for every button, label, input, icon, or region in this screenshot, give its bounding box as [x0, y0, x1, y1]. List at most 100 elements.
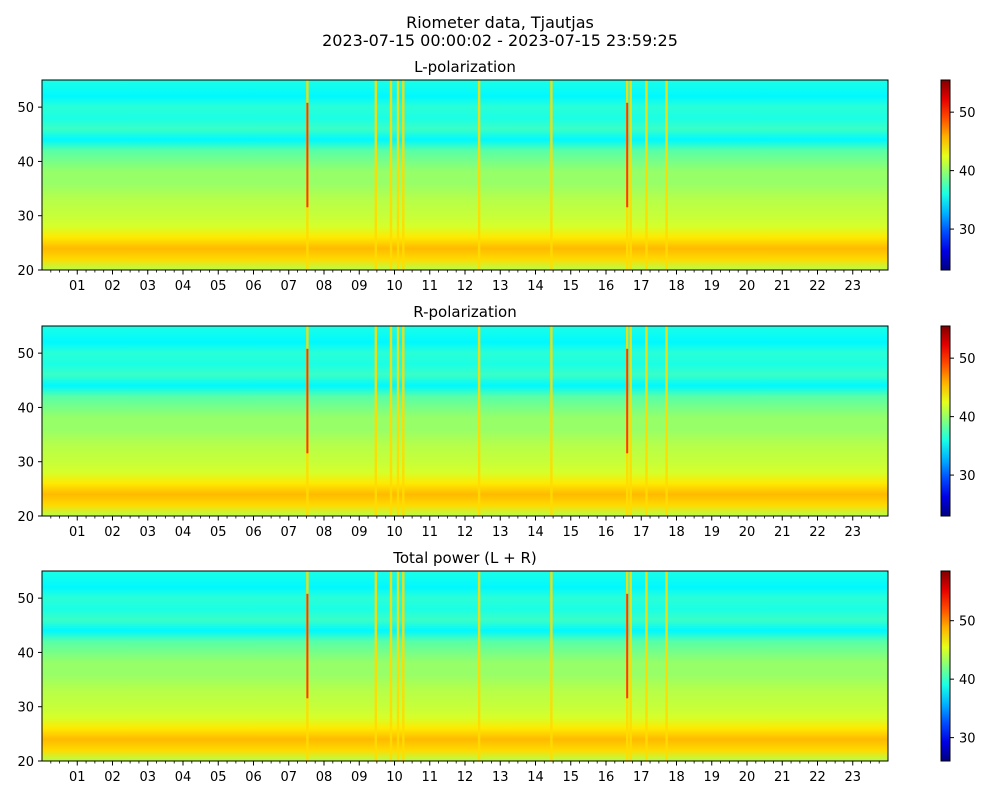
- y-tick-label: 50: [17, 101, 34, 116]
- x-tick-label: 18: [668, 770, 685, 785]
- y-tick-label: 40: [17, 401, 34, 416]
- x-tick-label: 03: [139, 525, 156, 540]
- colorbar: [940, 79, 951, 271]
- x-tick-label: 05: [210, 279, 227, 294]
- x-tick-label: 02: [104, 279, 121, 294]
- colorbar-tick-label: 40: [959, 165, 976, 180]
- x-tick-label: 07: [280, 770, 297, 785]
- x-tick-label: 06: [245, 279, 262, 294]
- x-tick-label: 23: [844, 525, 861, 540]
- y-tick-label: 30: [17, 210, 34, 225]
- x-tick-label: 21: [774, 279, 791, 294]
- x-tick-label: 10: [386, 525, 403, 540]
- interference-spike: [389, 80, 393, 270]
- x-tick-label: 22: [809, 525, 826, 540]
- x-tick-label: 08: [316, 279, 333, 294]
- colorbar-tick-label: 30: [959, 223, 976, 238]
- x-tick-label: 08: [316, 525, 333, 540]
- y-tick-label: 20: [17, 510, 34, 525]
- x-tick-label: 15: [562, 525, 579, 540]
- x-tick-label: 09: [351, 279, 368, 294]
- interference-spike: [629, 80, 632, 270]
- figure-title-line2: 2023-07-15 00:00:02 - 2023-07-15 23:59:2…: [322, 31, 678, 50]
- colorbar-tick-label: 50: [959, 615, 976, 630]
- y-tick-label: 40: [17, 646, 34, 661]
- interference-spike: [402, 571, 405, 761]
- y-tick-label: 20: [17, 755, 34, 770]
- x-tick-label: 16: [598, 770, 615, 785]
- interference-spike: [477, 571, 481, 761]
- x-tick-label: 17: [633, 525, 650, 540]
- interference-spike: [550, 571, 553, 761]
- y-tick-label: 50: [17, 347, 34, 362]
- colorbar-tick-label: 40: [959, 673, 976, 688]
- interference-spike: [645, 80, 648, 270]
- panel-title: R-polarization: [413, 303, 516, 321]
- x-tick-label: 19: [703, 279, 720, 294]
- x-tick-label: 19: [703, 770, 720, 785]
- x-tick-label: 21: [774, 525, 791, 540]
- x-tick-label: 11: [421, 770, 438, 785]
- interference-spike: [645, 326, 648, 516]
- interference-spike-core: [626, 348, 629, 454]
- x-tick-label: 19: [703, 525, 720, 540]
- x-tick-label: 06: [245, 525, 262, 540]
- panel-total-power: Total power (L + R) 20 30 40 50 01 02 03 04 05 06…: [17, 549, 975, 785]
- heatmap-area: [42, 80, 888, 270]
- x-tick-label: 20: [739, 525, 756, 540]
- x-tick-label: 10: [386, 279, 403, 294]
- interference-spike-core: [306, 348, 309, 454]
- x-tick-label: 02: [104, 770, 121, 785]
- interference-spike: [550, 80, 553, 270]
- y-tick-label: 50: [17, 592, 34, 607]
- x-tick-label: 09: [351, 525, 368, 540]
- interference-spike: [629, 326, 632, 516]
- x-tick-label: 22: [809, 770, 826, 785]
- x-tick-label: 07: [280, 279, 297, 294]
- x-tick-label: 12: [457, 525, 474, 540]
- panel-title: L-polarization: [414, 58, 516, 76]
- interference-spike: [374, 326, 377, 516]
- x-tick-label: 13: [492, 525, 509, 540]
- heatmap-area: [42, 571, 888, 761]
- colorbar-tick-label: 30: [959, 732, 976, 747]
- interference-spike: [402, 326, 405, 516]
- x-tick-label: 12: [457, 770, 474, 785]
- x-tick-label: 01: [69, 770, 86, 785]
- heatmap-area: [42, 326, 888, 516]
- x-tick-label: 20: [739, 279, 756, 294]
- x-tick-label: 09: [351, 770, 368, 785]
- interference-spike: [665, 571, 668, 761]
- interference-spike: [402, 80, 405, 270]
- x-tick-label: 11: [421, 279, 438, 294]
- x-tick-label: 20: [739, 770, 756, 785]
- interference-spike-core: [306, 593, 309, 699]
- x-tick-label: 21: [774, 770, 791, 785]
- interference-spike: [550, 326, 553, 516]
- interference-spike: [396, 571, 400, 761]
- panel-l-polarization: L-polarization 20 30 40 50 01 02 03 04 05 06 07 08 0…: [17, 58, 975, 294]
- x-tick-label: 13: [492, 770, 509, 785]
- y-tick-label: 30: [17, 456, 34, 471]
- x-tick-label: 03: [139, 770, 156, 785]
- x-tick-label: 16: [598, 279, 615, 294]
- interference-spike: [477, 326, 481, 516]
- interference-spike: [374, 571, 377, 761]
- interference-spike: [396, 326, 400, 516]
- interference-spike: [374, 80, 377, 270]
- interference-spike: [645, 571, 648, 761]
- interference-spike-core: [626, 593, 629, 699]
- x-tick-label: 18: [668, 525, 685, 540]
- x-tick-label: 02: [104, 525, 121, 540]
- y-tick-label: 20: [17, 264, 34, 279]
- x-tick-label: 05: [210, 770, 227, 785]
- colorbar-tick-label: 40: [959, 411, 976, 426]
- colorbar-tick-label: 50: [959, 106, 976, 121]
- colorbar-tick-label: 50: [959, 352, 976, 367]
- x-tick-label: 04: [175, 279, 192, 294]
- x-tick-label: 04: [175, 525, 192, 540]
- x-tick-label: 16: [598, 525, 615, 540]
- x-tick-label: 03: [139, 279, 156, 294]
- interference-spike: [665, 80, 668, 270]
